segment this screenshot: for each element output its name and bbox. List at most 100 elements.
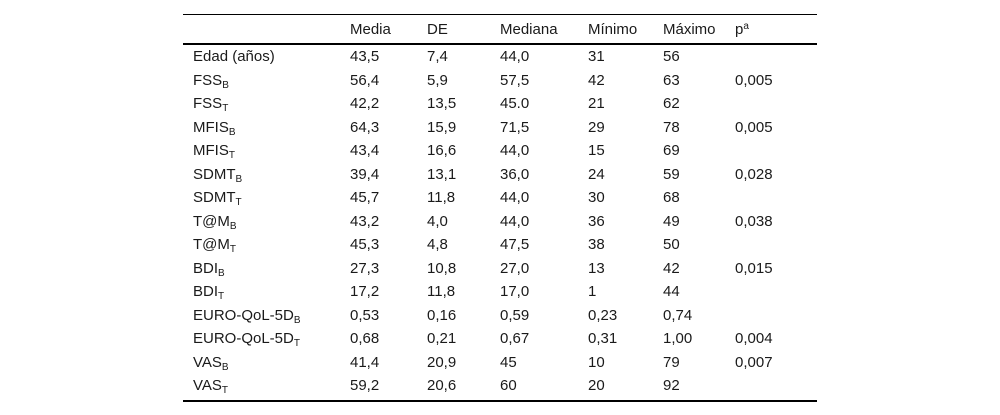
table-row: FSSB 56,4 5,9 57,5 42 63 0,005: [183, 69, 817, 93]
cell-media: 0,53: [350, 306, 380, 324]
cell-minimo: 10: [588, 353, 605, 371]
cell-maximo: 79: [663, 353, 680, 371]
cell-minimo: 0,31: [588, 330, 618, 348]
cell-mediana: 17,0: [500, 283, 530, 301]
row-label-text: SDMT: [193, 165, 236, 183]
cell-p: 0,028: [735, 165, 773, 183]
cell-de: 16,6: [427, 142, 457, 160]
cell-de: 0,16: [427, 306, 457, 324]
cell-maximo: 78: [663, 118, 680, 136]
row-label-subscript: T: [222, 103, 229, 115]
column-header-p: pa: [735, 21, 817, 38]
cell-media: 45,7: [350, 189, 380, 207]
cell-mediana: 71,5: [500, 118, 530, 136]
row-label-subscript: T: [218, 291, 225, 303]
cell-media: 43,2: [350, 212, 380, 230]
cell-minimo: 20: [588, 377, 605, 395]
row-label-text: FSS: [193, 95, 223, 113]
cell-media: 41,4: [350, 353, 380, 371]
row-label-text: VAS: [193, 353, 222, 371]
cell-maximo: 92: [663, 377, 680, 395]
row-label-text: EURO-QoL-5D: [193, 306, 294, 324]
cell-minimo: 24: [588, 165, 605, 183]
cell-de: 5,9: [427, 71, 448, 89]
cell-minimo: 36: [588, 212, 605, 230]
cell-media: 59,2: [350, 377, 380, 395]
row-label-subscript: T: [235, 197, 242, 209]
table-body: Edad (años) 43,5 7,4 44,0 31 56 FSSB 56,…: [183, 45, 817, 402]
cell-mediana: 44,0: [500, 48, 530, 66]
cell-minimo: 29: [588, 118, 605, 136]
cell-media: 56,4: [350, 71, 380, 89]
table-row: MFIST 43,4 16,6 44,0 15 69: [183, 139, 817, 163]
cell-mediana: 60: [500, 377, 517, 395]
cell-mediana: 0,67: [500, 330, 530, 348]
cell-p: 0,015: [735, 259, 773, 277]
cell-maximo: 69: [663, 142, 680, 160]
cell-mediana: 0,59: [500, 306, 530, 324]
cell-media: 42,2: [350, 95, 380, 113]
row-label: BDIB: [183, 259, 350, 279]
cell-media: 45,3: [350, 236, 380, 254]
row-label-text: T@M: [193, 236, 230, 254]
table-row: EURO-QoL-5DT 0,68 0,21 0,67 0,31 1,00 0,…: [183, 327, 817, 351]
cell-minimo: 21: [588, 95, 605, 113]
row-label: BDIT: [183, 283, 350, 303]
cell-maximo: 68: [663, 189, 680, 207]
column-header-mediana: Mediana: [500, 20, 558, 38]
row-label: SDMTB: [183, 165, 350, 185]
cell-mediana: 44,0: [500, 212, 530, 230]
cell-mediana: 45.0: [500, 95, 530, 113]
cell-de: 13,1: [427, 165, 457, 183]
cell-mediana: 36,0: [500, 165, 530, 183]
row-label: VAST: [183, 377, 350, 396]
cell-minimo: 15: [588, 142, 605, 160]
cell-de: 4,0: [427, 212, 448, 230]
cell-de: 10,8: [427, 259, 457, 277]
cell-media: 43,5: [350, 48, 380, 66]
cell-media: 17,2: [350, 283, 380, 301]
cell-maximo: 56: [663, 48, 680, 66]
row-label-text: BDI: [193, 283, 219, 301]
cell-mediana: 47,5: [500, 236, 530, 254]
column-header-media: Media: [350, 20, 391, 38]
row-label: VASB: [183, 353, 350, 373]
column-header-minimo: Mínimo: [588, 20, 638, 38]
table-row: T@MT 45,3 4,8 47,5 38 50: [183, 233, 817, 257]
p-header-base: p: [735, 20, 744, 38]
row-label-subscript: B: [293, 314, 301, 326]
row-label-text: BDI: [193, 259, 219, 277]
cell-mediana: 27,0: [500, 259, 530, 277]
cell-media: 27,3: [350, 259, 380, 277]
table-row: FSST 42,2 13,5 45.0 21 62: [183, 92, 817, 116]
cell-p: 0,005: [735, 71, 773, 89]
row-label-text: VAS: [193, 377, 222, 395]
cell-mediana: 44,0: [500, 142, 530, 160]
row-label-subscript: B: [218, 267, 225, 279]
cell-mediana: 45: [500, 353, 517, 371]
table-row: SDMTT 45,7 11,8 44,0 30 68: [183, 186, 817, 210]
cell-media: 39,4: [350, 165, 380, 183]
cell-media: 0,68: [350, 330, 380, 348]
row-label: SDMTT: [183, 189, 350, 209]
row-label-text: MFIS: [193, 142, 229, 160]
row-label-text: T@M: [193, 212, 230, 230]
cell-maximo: 49: [663, 212, 680, 230]
cell-maximo: 1,00: [663, 330, 693, 348]
cell-p: 0,007: [735, 353, 773, 371]
cell-maximo: 63: [663, 71, 680, 89]
cell-de: 20,6: [427, 377, 457, 395]
cell-p: 0,004: [735, 330, 773, 348]
row-label: Edad (años): [183, 48, 350, 65]
column-header-maximo: Máximo: [663, 20, 716, 38]
table-row: MFISB 64,3 15,9 71,5 29 78 0,005: [183, 116, 817, 140]
row-label-text: SDMT: [193, 189, 236, 207]
row-label-text: FSS: [193, 71, 223, 89]
table-row: Edad (años) 43,5 7,4 44,0 31 56: [183, 45, 817, 69]
cell-maximo: 42: [663, 259, 680, 277]
cell-minimo: 1: [588, 283, 597, 301]
row-label-subscript: B: [229, 220, 237, 232]
row-label: MFISB: [183, 119, 350, 138]
cell-minimo: 30: [588, 189, 605, 207]
cell-de: 7,4: [427, 48, 448, 66]
